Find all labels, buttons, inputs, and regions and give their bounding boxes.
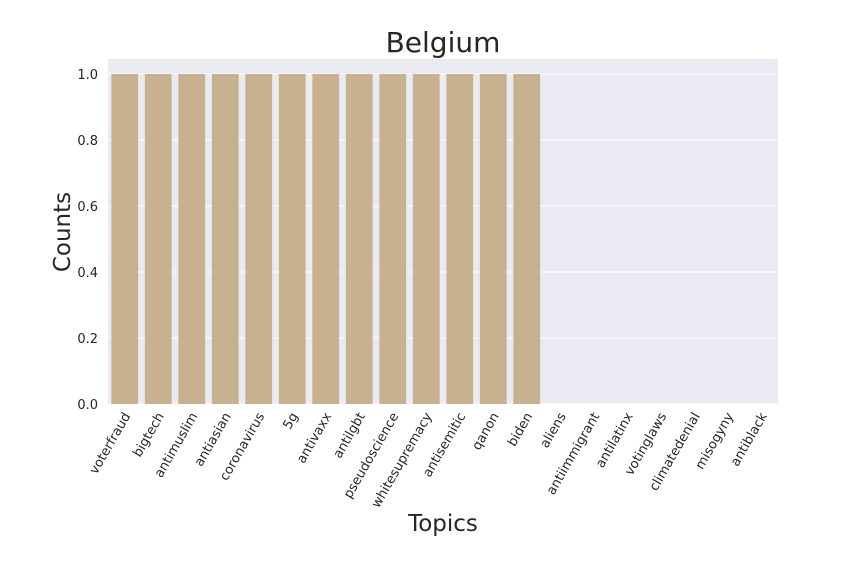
x-tick-labels: voterfraudbigtechantimuslimantiasiancoro… xyxy=(87,410,771,511)
y-tick-label: 0.8 xyxy=(77,134,98,149)
plot-area xyxy=(108,59,778,404)
x-tick-label-qanon: qanon xyxy=(469,410,502,453)
bar-coronavirus xyxy=(245,74,273,404)
x-tick-label-bigtech: bigtech xyxy=(130,410,167,460)
bar-whitesupremacy xyxy=(412,74,440,404)
y-tick-labels: 0.0 0.2 0.4 0.6 0.8 1.0 xyxy=(77,68,98,413)
x-tick-label-5g: 5g xyxy=(280,410,301,432)
y-tick-label: 0.6 xyxy=(77,200,98,215)
x-tick-label-biden: biden xyxy=(505,410,536,449)
bar-antivaxx xyxy=(312,74,340,404)
bar-5g xyxy=(278,74,306,404)
y-axis-title: Counts xyxy=(50,192,76,272)
bar-qanon xyxy=(479,74,507,404)
x-tick-label-voterfraud: voterfraud xyxy=(87,410,134,477)
x-tick-label-antilgbt: antilgbt xyxy=(331,410,369,461)
x-tick-label-aliens: aliens xyxy=(538,410,570,451)
bar-antimuslim xyxy=(178,74,206,404)
bar-antisemitic xyxy=(446,74,474,404)
bar-voterfraud xyxy=(111,74,139,404)
bar-pseudoscience xyxy=(379,74,407,404)
bars xyxy=(111,74,541,404)
bar-bigtech xyxy=(144,74,172,404)
y-tick-label: 0.0 xyxy=(77,398,98,413)
x-tick-label-whitesupremacy: whitesupremacy xyxy=(369,410,436,511)
x-axis-title: Topics xyxy=(407,511,478,537)
bar-antilgbt xyxy=(345,74,373,404)
y-tick-label: 1.0 xyxy=(77,68,98,83)
bar-antiasian xyxy=(211,74,239,404)
chart-title: Belgium xyxy=(386,26,501,59)
bar-biden xyxy=(513,74,541,404)
y-tick-label: 0.2 xyxy=(77,332,98,347)
y-tick-label: 0.4 xyxy=(77,266,98,281)
